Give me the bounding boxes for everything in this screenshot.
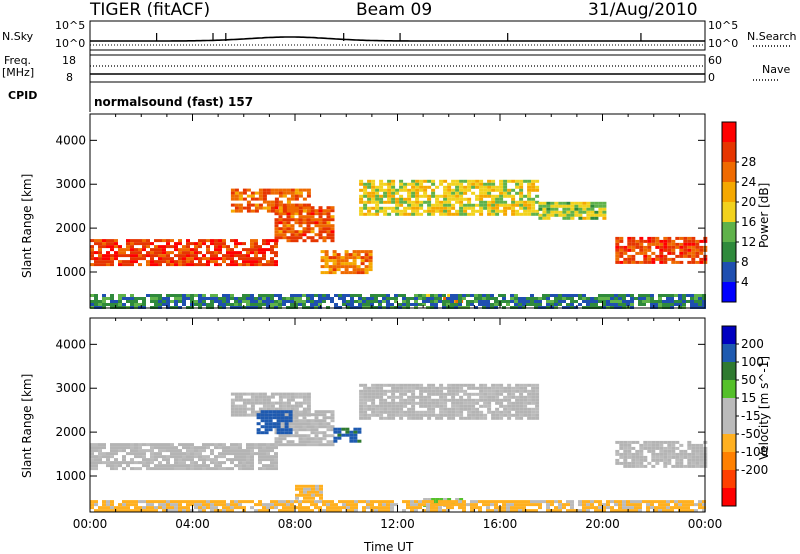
nsky-tick-bottom: 10^0 bbox=[55, 37, 86, 50]
velocity-colorbar-segment bbox=[722, 434, 736, 452]
freq-tick-top: 18 bbox=[62, 54, 76, 67]
x-tick-label: 12:00 bbox=[380, 517, 415, 531]
velocity-colorbar-tick-label: 50 bbox=[741, 373, 756, 387]
velocity-colorbar-segment bbox=[722, 470, 736, 488]
nave-tick-bottom: 0 bbox=[708, 71, 715, 84]
power-colorbar-segment bbox=[722, 142, 736, 162]
velocity-colorbar-segment bbox=[722, 362, 736, 380]
power-colorbar-segment bbox=[722, 222, 736, 242]
nsky-label: N.Sky bbox=[2, 30, 34, 43]
cpid-label: CPID bbox=[8, 89, 38, 102]
velocity-colorbar-tick-label: -200 bbox=[741, 463, 768, 477]
velocity-ytick-label: 3000 bbox=[55, 381, 86, 395]
power-colorbar-tick-label: 16 bbox=[741, 215, 756, 229]
date-label: 31/Aug/2010 bbox=[588, 0, 698, 20]
velocity-region bbox=[333, 427, 362, 443]
nsky-panel-frame bbox=[89, 20, 706, 51]
cpid-text: normalsound (fast) 157 bbox=[94, 95, 254, 109]
freq-label: Freq. bbox=[4, 54, 32, 67]
power-ylabel: Slant Range [km] bbox=[20, 173, 34, 278]
power-colorbar-label: Power [dB] bbox=[757, 182, 771, 248]
velocity-region bbox=[295, 484, 323, 500]
power-region bbox=[359, 179, 540, 216]
x-tick-label: 00:00 bbox=[73, 517, 108, 531]
power-ytick-label: 4000 bbox=[55, 133, 86, 147]
velocity-colorbar-tick-label: -15 bbox=[741, 409, 761, 423]
power-colorbar-tick-label: 28 bbox=[741, 155, 756, 169]
power-region bbox=[230, 188, 311, 213]
power-colorbar-tick-label: 4 bbox=[741, 275, 749, 289]
velocity-region bbox=[230, 392, 311, 417]
velocity-colorbar-tick-label: -100 bbox=[741, 445, 768, 459]
x-tick-label: 00:00 bbox=[688, 517, 723, 531]
nsky-tick-top: 10^5 bbox=[55, 19, 86, 32]
velocity-colorbar-segment bbox=[722, 380, 736, 398]
velocity-region bbox=[90, 443, 278, 471]
velocity-region bbox=[359, 383, 540, 420]
power-colorbar-segment bbox=[722, 162, 736, 182]
velocity-colorbar-tick-label: 15 bbox=[741, 391, 756, 405]
nsearch-label: N.Search bbox=[747, 30, 797, 43]
power-ytick-label: 3000 bbox=[55, 177, 86, 191]
power-colorbar-segment bbox=[722, 122, 736, 142]
velocity-colorbar-segment bbox=[722, 326, 736, 344]
velocity-ylabel: Slant Range [km] bbox=[20, 373, 34, 478]
power-colorbar-tick-label: 20 bbox=[741, 195, 756, 209]
power-colorbar-tick-label: 8 bbox=[741, 255, 749, 269]
power-colorbar-tick-label: 12 bbox=[741, 235, 756, 249]
velocity-ytick-label: 1000 bbox=[55, 469, 86, 483]
nave-tick-top: 60 bbox=[708, 54, 722, 67]
velocity-colorbar-segment bbox=[722, 344, 736, 362]
freq-unit: [MHz] bbox=[2, 66, 35, 79]
x-axis-label: Time UT bbox=[364, 540, 414, 554]
power-colorbar-tick-label: 24 bbox=[741, 175, 756, 189]
x-tick-label: 04:00 bbox=[175, 517, 210, 531]
velocity-colorbar-segment bbox=[722, 398, 736, 416]
power-region bbox=[538, 201, 607, 220]
power-colorbar-segment bbox=[722, 282, 736, 302]
nsky-trace bbox=[90, 36, 705, 42]
velocity-colorbar-segment bbox=[722, 452, 736, 470]
velocity-ytick-label: 2000 bbox=[55, 425, 86, 439]
power-region bbox=[615, 236, 708, 264]
power-ytick-label: 1000 bbox=[55, 265, 86, 279]
velocity-region bbox=[90, 500, 706, 513]
freq-panel-frame bbox=[89, 54, 706, 83]
power-region bbox=[90, 239, 278, 267]
power-colorbar-segment bbox=[722, 262, 736, 282]
radar-title: TIGER (fitACF) bbox=[90, 0, 211, 20]
power-region bbox=[320, 250, 373, 275]
nsearch-tick-bottom: 10^0 bbox=[708, 37, 739, 50]
velocity-colorbar-tick-label: 200 bbox=[741, 337, 764, 351]
nsearch-tick-top: 10^5 bbox=[708, 19, 739, 32]
power-ytick-label: 2000 bbox=[55, 221, 86, 235]
velocity-colorbar-label: Velocity [m s^-1] bbox=[757, 355, 771, 460]
power-colorbar-segment bbox=[722, 182, 736, 202]
x-tick-label: 08:00 bbox=[278, 517, 313, 531]
power-colorbar-frame bbox=[721, 121, 737, 303]
velocity-colorbar-segment bbox=[722, 488, 736, 506]
velocity-colorbar-segment bbox=[722, 416, 736, 434]
velocity-region bbox=[256, 410, 293, 435]
nave-label: Nave bbox=[762, 63, 791, 76]
velocity-colorbar-tick-label: -50 bbox=[741, 427, 761, 441]
x-tick-label: 20:00 bbox=[585, 517, 620, 531]
beam-label: Beam 09 bbox=[356, 0, 433, 20]
power-colorbar-segment bbox=[722, 202, 736, 222]
power-colorbar-segment bbox=[722, 242, 736, 262]
freq-tick-bottom: 8 bbox=[66, 71, 73, 84]
velocity-region bbox=[615, 440, 708, 468]
x-tick-label: 16:00 bbox=[483, 517, 518, 531]
velocity-ytick-label: 4000 bbox=[55, 337, 86, 351]
velocity-colorbar-tick-label: 100 bbox=[741, 355, 764, 369]
